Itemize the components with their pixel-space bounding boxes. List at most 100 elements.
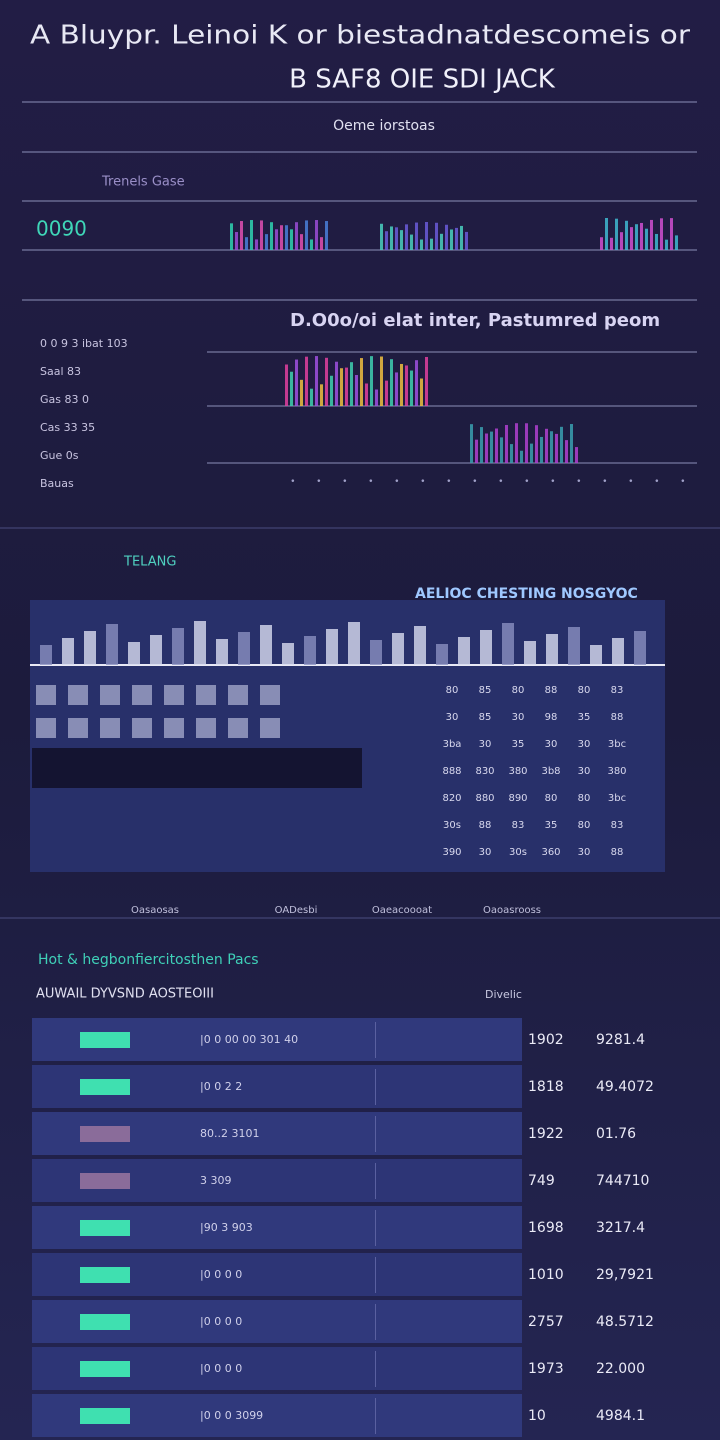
panel-grid-cell: 880 bbox=[475, 793, 494, 804]
decor-tick: ∙ bbox=[550, 477, 556, 487]
decor-bar bbox=[405, 365, 408, 406]
decor-bar bbox=[285, 225, 288, 250]
decor-bar bbox=[485, 433, 488, 463]
panel-tag: TELANG bbox=[123, 555, 176, 570]
decor-block bbox=[132, 685, 152, 705]
decor-block bbox=[100, 718, 120, 738]
decor-bar bbox=[660, 218, 663, 250]
section-title: D.O0o/oi elat inter, Pastumred peom bbox=[290, 310, 660, 331]
decor-bar bbox=[340, 368, 343, 406]
decor-bar bbox=[570, 424, 573, 463]
page-title: A Bluypr. Leinoi K or biestadnatdescomei… bbox=[30, 21, 690, 51]
decor-block bbox=[36, 718, 56, 738]
row-value-a: 1973 bbox=[528, 1361, 564, 1377]
decor-building bbox=[370, 640, 382, 665]
decor-bar bbox=[325, 221, 328, 250]
decor-building bbox=[128, 642, 140, 665]
decor-bar bbox=[650, 219, 653, 250]
decor-bar bbox=[330, 375, 333, 406]
row-name: 80..2 3101 bbox=[200, 1127, 259, 1140]
page-subtitle: B SAF8 OIE SDI JACK bbox=[289, 65, 556, 95]
decor-tick: ∙ bbox=[680, 477, 686, 487]
row-value-a: 1922 bbox=[528, 1126, 564, 1142]
section-row-label: 0 0 9 3 ibat 103 bbox=[40, 337, 128, 350]
decor-bar bbox=[635, 224, 638, 250]
decor-tick: ∙ bbox=[316, 477, 322, 487]
decor-building bbox=[172, 628, 184, 665]
panel-grid-cell: 30 bbox=[578, 766, 591, 777]
row-chip bbox=[80, 1408, 130, 1424]
decor-bar bbox=[390, 226, 393, 250]
decor-bar bbox=[400, 363, 403, 406]
decor-building bbox=[150, 635, 162, 665]
decor-bar bbox=[600, 237, 603, 250]
decor-bar bbox=[320, 237, 323, 250]
panel-grid-cell: 30 bbox=[545, 739, 558, 750]
panel-grid-cell: 88 bbox=[545, 685, 558, 696]
decor-bar bbox=[565, 440, 568, 463]
page-caption: Oeme iorstoas bbox=[333, 118, 435, 134]
row-name: |0 0 0 0 bbox=[200, 1268, 242, 1281]
decor-bar bbox=[625, 220, 628, 250]
row-value-a: 749 bbox=[528, 1173, 555, 1189]
decor-bar bbox=[250, 220, 253, 250]
decor-building bbox=[480, 630, 492, 665]
decor-bar bbox=[670, 218, 673, 250]
decor-bar bbox=[630, 227, 633, 250]
decor-bar bbox=[280, 225, 283, 250]
decor-bar bbox=[555, 433, 558, 463]
decor-bar bbox=[640, 222, 643, 250]
decor-bar bbox=[455, 227, 458, 250]
decor-tick: ∙ bbox=[342, 477, 348, 487]
row-divider bbox=[375, 1304, 376, 1340]
table-subtitle: AUWAIL DYVSND AOSTEOIII bbox=[36, 987, 214, 1002]
dividers bbox=[0, 101, 720, 919]
decor-bar bbox=[320, 384, 323, 406]
row-value-a: 1010 bbox=[528, 1267, 564, 1283]
panel-grid-cell: 85 bbox=[479, 685, 492, 696]
panel-grid-cell: 890 bbox=[508, 793, 527, 804]
row-value-a: 1818 bbox=[528, 1079, 564, 1095]
section-row-label: Bauas bbox=[40, 477, 74, 490]
decor-bar bbox=[545, 428, 548, 463]
row-chip bbox=[80, 1220, 130, 1236]
panel-banner: AELIOC CHESTING NOSGYOC bbox=[415, 586, 638, 602]
row-chip bbox=[80, 1314, 130, 1330]
panel-grid-cell: 85 bbox=[479, 712, 492, 723]
panel-grid-cell: 35 bbox=[545, 820, 558, 831]
decor-bar bbox=[410, 234, 413, 250]
row-chip bbox=[80, 1126, 130, 1142]
panel-grid-cell: 80 bbox=[578, 820, 591, 831]
decor-bar bbox=[520, 450, 523, 463]
row-name: |0 0 0 0 bbox=[200, 1362, 242, 1375]
row-name: |0 0 0 3099 bbox=[200, 1409, 263, 1422]
panel-grid-cell: 80 bbox=[578, 685, 591, 696]
panel-grid-cell: 30 bbox=[578, 739, 591, 750]
row-value-b: 48.5712 bbox=[596, 1314, 654, 1330]
decor-building bbox=[282, 643, 294, 665]
row-value-a: 2757 bbox=[528, 1314, 564, 1330]
row-value-b: 3217.4 bbox=[596, 1220, 645, 1236]
decor-bar bbox=[410, 370, 413, 406]
decor-block bbox=[68, 718, 88, 738]
decor-bar bbox=[350, 362, 353, 406]
decor-bar bbox=[450, 229, 453, 250]
decor-bar bbox=[560, 426, 563, 463]
decor-building bbox=[304, 636, 316, 665]
panel-grid-cell: 30 bbox=[479, 739, 492, 750]
section-row-label: Gas 83 0 bbox=[40, 393, 89, 406]
row-divider bbox=[375, 1116, 376, 1152]
decor-bar bbox=[270, 222, 273, 250]
panel-grid-cell: 360 bbox=[541, 847, 560, 858]
section-row-label: Saal 83 bbox=[40, 365, 81, 378]
decor-bar bbox=[405, 224, 408, 250]
decor-block bbox=[68, 685, 88, 705]
decor-bar bbox=[380, 356, 383, 406]
decor-block bbox=[196, 685, 216, 705]
decor-bar bbox=[245, 237, 248, 250]
decor-tick: ∙ bbox=[628, 477, 634, 487]
decor-block bbox=[164, 718, 184, 738]
decor-bar bbox=[315, 356, 318, 406]
row-value-b: 22.000 bbox=[596, 1361, 645, 1377]
row-name: |0 0 0 0 bbox=[200, 1315, 242, 1328]
